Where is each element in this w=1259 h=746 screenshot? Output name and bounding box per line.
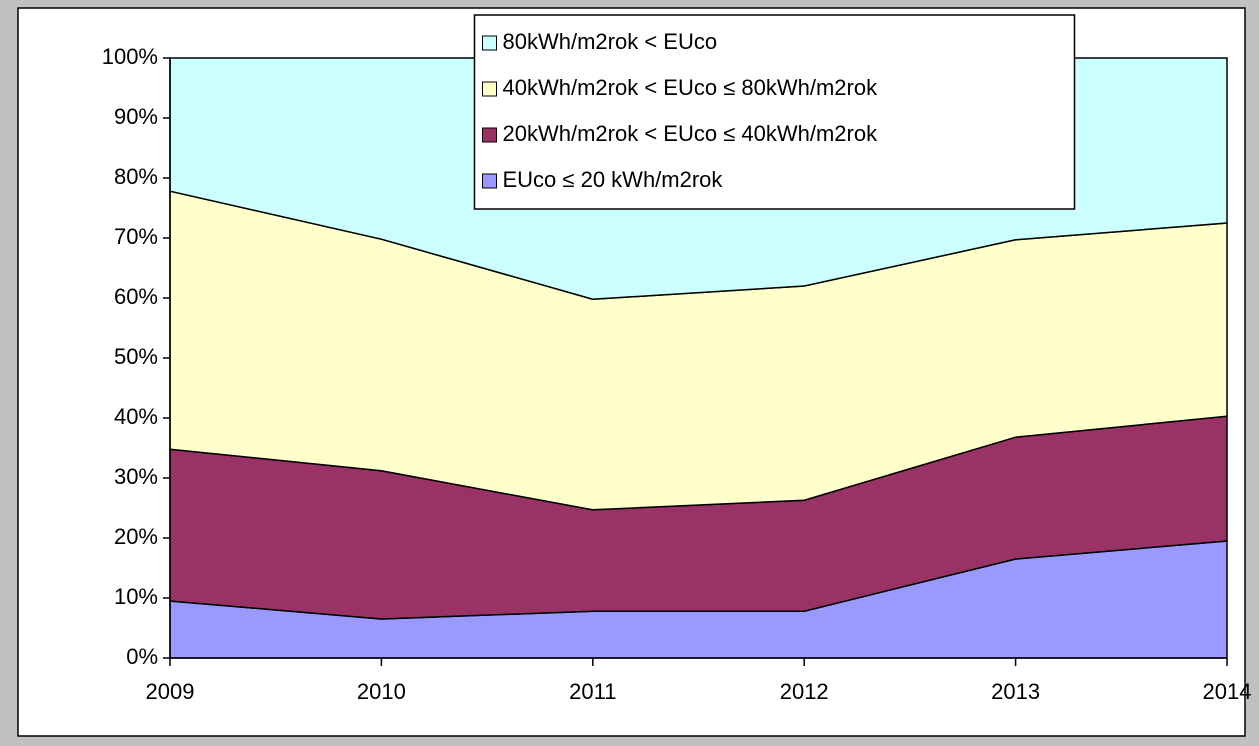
x-tick-label: 2014: [1203, 679, 1252, 704]
legend-box: [473, 14, 1076, 210]
x-tick-label: 2013: [991, 679, 1040, 704]
y-tick-label: 40%: [114, 404, 158, 429]
legend-swatch: [482, 81, 497, 97]
x-tick-label: 2012: [780, 679, 829, 704]
legend-swatch: [482, 173, 497, 189]
y-tick-label: 10%: [114, 584, 158, 609]
x-tick-label: 2011: [569, 679, 616, 704]
legend: 80kWh/m2rok < EUco 40kWh/m2rok < EUco ≤ 8…: [473, 14, 1076, 210]
y-tick-label: 0%: [126, 644, 158, 669]
y-tick-label: 90%: [114, 104, 158, 129]
y-tick-label: 20%: [114, 524, 158, 549]
legend-label: 20kWh/m2rok < EUco ≤ 40kWh/m2rok: [503, 121, 879, 146]
y-tick-label: 100%: [102, 44, 158, 69]
legend-swatch: [482, 127, 497, 143]
y-tick-label: 70%: [114, 224, 158, 249]
legend-swatch: [482, 35, 497, 51]
x-tick-label: 2009: [146, 679, 195, 704]
legend-label: 40kWh/m2rok < EUco ≤ 80kWh/m2rok: [503, 75, 879, 100]
legend-label: 80kWh/m2rok < EUco: [503, 29, 718, 54]
y-tick-label: 30%: [114, 464, 158, 489]
x-tick-label: 2010: [357, 679, 406, 704]
y-tick-label: 60%: [114, 284, 158, 309]
y-tick-label: 50%: [114, 344, 158, 369]
legend-label: EUco ≤ 20 kWh/m2rok: [503, 167, 724, 192]
y-tick-label: 80%: [114, 164, 158, 189]
